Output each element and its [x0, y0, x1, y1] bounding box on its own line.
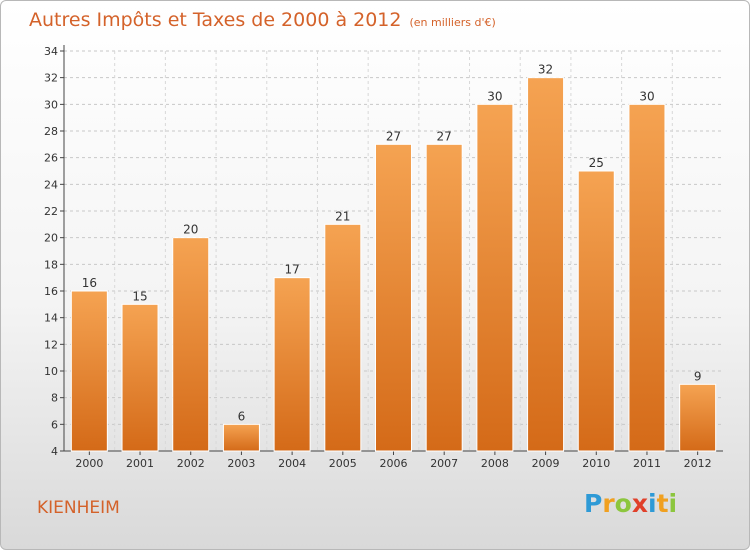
logo-letter: o — [614, 489, 632, 518]
y-tick-label: 32 — [44, 72, 58, 85]
x-tick-label: 2000 — [75, 457, 103, 470]
y-tick-label: 22 — [44, 205, 58, 218]
proxiti-logo: Proxiti — [584, 489, 677, 518]
logo-letter: i — [668, 489, 678, 518]
x-tick-label: 2012 — [684, 457, 712, 470]
data-label: 30 — [639, 89, 654, 103]
data-label: 20 — [183, 223, 198, 237]
bar — [476, 103, 514, 452]
y-tick-label: 24 — [44, 178, 58, 191]
x-tick-label: 2009 — [532, 457, 560, 470]
y-tick-label: 18 — [44, 258, 58, 271]
logo-letter: t — [656, 489, 669, 518]
x-tick-label: 2006 — [380, 457, 408, 470]
y-tick-label: 26 — [44, 152, 58, 165]
bar — [628, 103, 666, 452]
data-label: 16 — [82, 276, 97, 290]
y-tick-label: 16 — [44, 285, 58, 298]
data-label: 27 — [386, 129, 401, 143]
y-tick-label: 6 — [51, 418, 58, 431]
y-tick-label: 34 — [44, 45, 58, 58]
data-label: 6 — [238, 409, 246, 423]
data-label: 21 — [335, 209, 350, 223]
bars — [70, 77, 717, 452]
bar — [222, 423, 260, 452]
y-tick-label: 20 — [44, 232, 58, 245]
x-tick-label: 2002 — [177, 457, 205, 470]
x-tick-label: 2001 — [126, 457, 154, 470]
bar — [324, 223, 362, 452]
x-tick-label: 2004 — [278, 457, 306, 470]
logo-letter: P — [584, 489, 603, 518]
data-label: 25 — [589, 156, 604, 170]
data-label: 17 — [284, 263, 299, 277]
bar — [172, 237, 210, 452]
logo-letter: i — [648, 489, 657, 518]
y-tick-label: 12 — [44, 338, 58, 351]
x-tick-label: 2011 — [633, 457, 661, 470]
commune-name: KIENHEIM — [37, 498, 120, 518]
x-tick-label: 2003 — [227, 457, 255, 470]
bar — [425, 143, 463, 452]
bar — [375, 143, 412, 452]
chart-title: Autres Impôts et Taxes de 2000 à 2012 (en… — [29, 9, 496, 31]
unit-label: (en milliers d'€) — [409, 16, 496, 29]
data-label: 15 — [132, 289, 147, 303]
x-tick-label: 2010 — [582, 457, 610, 470]
bar — [577, 170, 615, 452]
labels: 16 2000 15 2001 20 2002 6 2003 17 2004 21 2005 27 200… — [75, 63, 711, 470]
bar — [527, 77, 565, 452]
bar — [70, 290, 108, 452]
title-text: Autres Impôts et Taxes de 2000 à 2012 — [29, 9, 402, 31]
x-tick-label: 2005 — [329, 457, 357, 470]
y-tick-label: 10 — [44, 365, 58, 378]
data-label: 30 — [487, 89, 502, 103]
data-label: 9 — [694, 369, 702, 383]
axes: 4 6 8 10 12 14 16 18 20 22 24 26 28 30 32 34 — [44, 45, 723, 458]
y-tick-label: 4 — [51, 445, 58, 458]
y-tick-label: 14 — [44, 312, 58, 325]
logo-letter: r — [602, 489, 615, 518]
bar — [273, 277, 311, 452]
data-label: 27 — [437, 129, 452, 143]
logo-letter: x — [631, 489, 648, 518]
bar — [121, 303, 159, 452]
y-tick-label: 8 — [51, 392, 58, 405]
x-tick-label: 2007 — [430, 457, 458, 470]
data-label: 32 — [538, 63, 553, 77]
bar — [679, 383, 717, 452]
x-tick-label: 2008 — [481, 457, 509, 470]
y-tick-label: 28 — [44, 125, 58, 138]
y-tick-label: 30 — [44, 98, 58, 111]
